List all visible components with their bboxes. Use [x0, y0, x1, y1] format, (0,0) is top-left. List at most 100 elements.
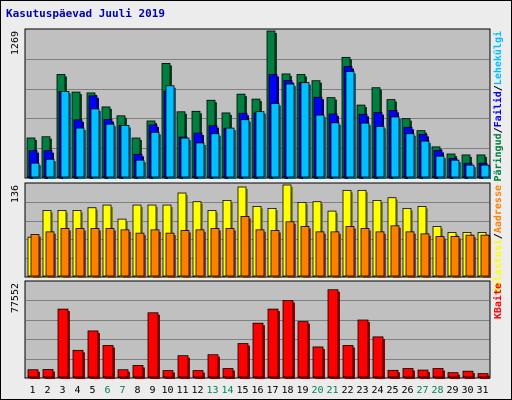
- legend-separator: /: [493, 233, 504, 239]
- bar-Lehekülgi-26: [405, 133, 416, 179]
- x-tick-label: 18: [281, 385, 293, 396]
- bar-Aadresse-6: [105, 228, 116, 278]
- x-tick-label: 23: [356, 385, 368, 396]
- bar-Aadresse-14: [225, 228, 236, 278]
- bar-Lehekülgi-4: [75, 127, 86, 179]
- bar-fill: [465, 234, 475, 277]
- bar-Lehekülgi-8: [135, 159, 146, 179]
- bar-Aadresse-10: [165, 232, 176, 278]
- bar-fill: [432, 368, 444, 378]
- bar-Lehekülgi-18: [285, 83, 296, 179]
- x-tick-label: 12: [191, 385, 203, 396]
- bar-KBaite-31: [477, 373, 490, 379]
- bar-KBaite-26: [402, 368, 415, 379]
- bar-fill: [177, 355, 189, 378]
- chart-title: Kasutuspäevad Juuli 2019: [6, 7, 165, 20]
- legend: Päringud/Failid/Lehekülgi: [492, 31, 504, 182]
- bar-fill: [252, 322, 264, 378]
- bar-Aadresse-23: [360, 228, 371, 278]
- bar-Aadresse-17: [270, 230, 281, 278]
- x-tick-label: 28: [431, 385, 443, 396]
- bar-Aadresse-31: [480, 234, 491, 278]
- bar-fill: [477, 373, 489, 378]
- bar-KBaite-8: [132, 365, 145, 379]
- bar-fill: [210, 133, 220, 178]
- legend-entry: Päringud: [492, 133, 504, 181]
- bar-Aadresse-20: [315, 231, 326, 278]
- bar-fill: [420, 140, 430, 178]
- bar-Lehekülgi-15: [240, 119, 251, 179]
- bar-fill: [312, 346, 324, 378]
- bar-fill: [450, 236, 460, 277]
- bar-Lehekülgi-21: [330, 122, 341, 179]
- bar-fill: [102, 345, 114, 378]
- bar-Aadresse-26: [405, 231, 416, 278]
- bar-fill: [300, 82, 310, 178]
- bar-Lehekülgi-2: [45, 158, 56, 179]
- bar-Aadresse-1: [30, 234, 41, 278]
- legend: KBaite: [492, 283, 504, 319]
- bar-KBaite-11: [177, 355, 190, 379]
- bar-Aadresse-30: [465, 234, 476, 278]
- bar-fill: [42, 369, 54, 378]
- bar-KBaite-18: [282, 300, 295, 379]
- bar-Lehekülgi-19: [300, 82, 311, 179]
- bar-fill: [162, 370, 174, 378]
- bar-fill: [87, 330, 99, 378]
- x-tick-label: 9: [149, 385, 155, 396]
- x-tick-label: 20: [311, 385, 323, 396]
- bar-Aadresse-29: [450, 236, 461, 278]
- x-tick-label: 25: [386, 385, 398, 396]
- x-tick-label: 16: [251, 385, 263, 396]
- bar-fill: [45, 158, 55, 178]
- x-tick-label: 14: [221, 385, 233, 396]
- bar-fill: [435, 155, 445, 178]
- bar-Aadresse-2: [45, 231, 56, 278]
- bar-Aadresse-12: [195, 229, 206, 278]
- bar-fill: [390, 116, 400, 178]
- bar-fill: [345, 71, 355, 178]
- y-max-label: 1269: [10, 31, 21, 55]
- bar-Lehekülgi-23: [360, 122, 371, 179]
- bar-Lehekülgi-22: [345, 71, 356, 179]
- x-tick-label: 27: [416, 385, 428, 396]
- bar-fill: [135, 159, 145, 178]
- bar-KBaite-16: [252, 322, 265, 379]
- bar-fill: [417, 369, 429, 378]
- bar-fill: [240, 216, 250, 277]
- bar-fill: [27, 369, 39, 378]
- bar-Lehekülgi-27: [420, 140, 431, 179]
- x-tick-label: 30: [461, 385, 473, 396]
- legend-entry: Aadresse: [493, 185, 504, 233]
- bar-Aadresse-24: [375, 231, 386, 278]
- bar-fill: [132, 365, 144, 378]
- bar-fill: [120, 125, 130, 178]
- bar-fill: [480, 234, 490, 277]
- bar-Lehekülgi-13: [210, 133, 221, 179]
- x-tick-label: 8: [134, 385, 140, 396]
- bar-Lehekülgi-6: [105, 123, 116, 179]
- bar-Aadresse-21: [330, 231, 341, 278]
- bar-KBaite-24: [372, 336, 385, 379]
- bar-fill: [105, 228, 115, 277]
- bar-KBaite-28: [432, 368, 445, 379]
- bar-fill: [240, 119, 250, 178]
- bar-Lehekülgi-3: [60, 91, 71, 179]
- bar-fill: [297, 321, 309, 378]
- bar-fill: [192, 370, 204, 378]
- bar-fill: [342, 345, 354, 378]
- bar-fill: [390, 225, 400, 277]
- bar-KBaite-21: [327, 289, 340, 379]
- x-tick-label: 29: [446, 385, 458, 396]
- bar-Lehekülgi-1: [30, 162, 41, 179]
- bar-fill: [402, 368, 414, 378]
- legend-separator: /: [493, 85, 504, 91]
- bar-fill: [255, 111, 265, 178]
- bar-Lehekülgi-20: [315, 114, 326, 179]
- bar-fill: [75, 127, 85, 178]
- bar-KBaite-19: [297, 321, 310, 379]
- bar-fill: [450, 159, 460, 178]
- bar-fill: [120, 229, 130, 277]
- bar-Lehekülgi-31: [480, 164, 491, 179]
